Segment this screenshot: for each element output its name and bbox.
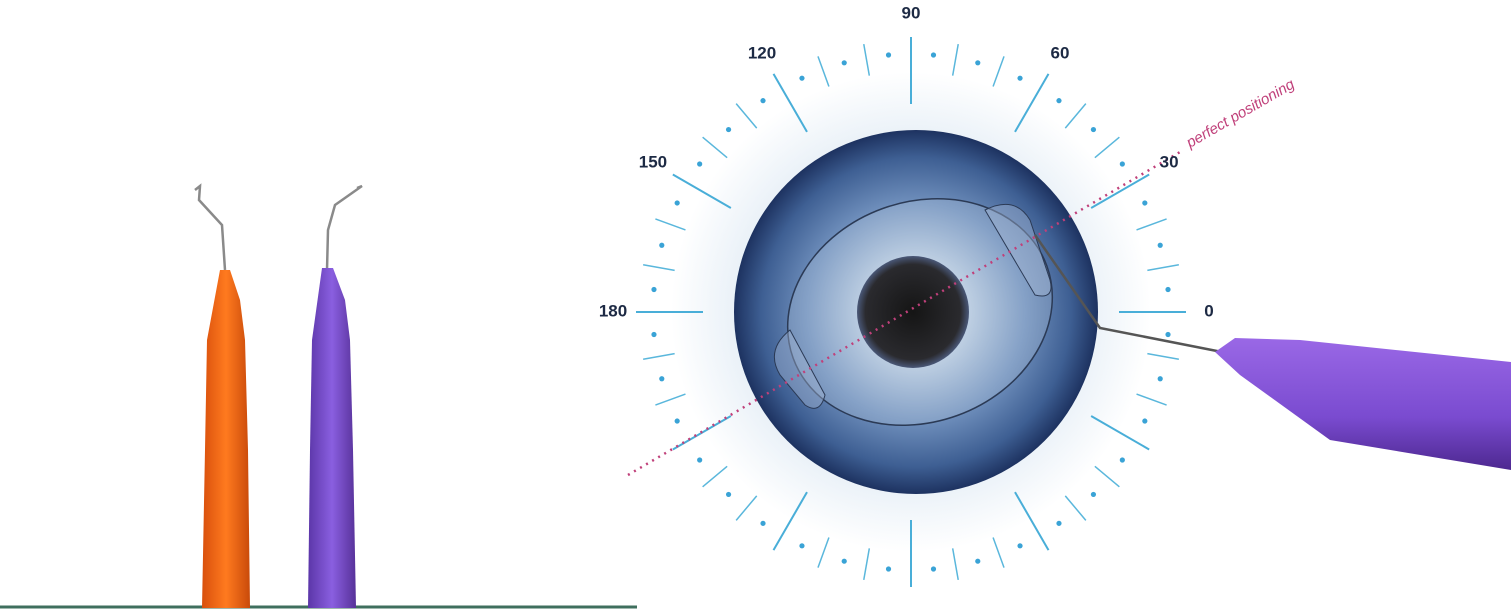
dial-dot bbox=[1119, 161, 1125, 167]
dial-dot bbox=[651, 331, 657, 338]
major-tick bbox=[1090, 415, 1150, 451]
dial-dot bbox=[930, 52, 937, 58]
dial-dot bbox=[697, 161, 703, 167]
dial-dot bbox=[659, 242, 665, 248]
minor-tick bbox=[951, 548, 959, 580]
dial-dot bbox=[725, 491, 732, 498]
dial-dot bbox=[1056, 520, 1062, 526]
minor-tick bbox=[1147, 352, 1179, 360]
dial-dot bbox=[1157, 376, 1163, 382]
dial-dot bbox=[1142, 200, 1148, 206]
dial-dot bbox=[1142, 418, 1148, 424]
angle-label: 60 bbox=[1051, 43, 1070, 62]
minor-tick bbox=[702, 465, 728, 488]
dial-dot bbox=[975, 60, 981, 66]
major-tick bbox=[772, 491, 808, 551]
dial-dot bbox=[1165, 331, 1171, 338]
dial-dot bbox=[1165, 286, 1171, 293]
dial-dot bbox=[697, 457, 703, 463]
minor-tick bbox=[817, 56, 830, 87]
minor-tick bbox=[643, 352, 675, 360]
dial-dot bbox=[799, 543, 805, 549]
dial-dot bbox=[1090, 491, 1097, 498]
minor-tick bbox=[951, 44, 959, 76]
minor-tick bbox=[702, 136, 728, 159]
minor-tick bbox=[643, 264, 675, 272]
major-tick bbox=[1014, 491, 1050, 551]
dial-dot bbox=[760, 520, 766, 526]
minor-tick bbox=[992, 537, 1005, 568]
angle-label: 120 bbox=[748, 43, 776, 62]
major-tick bbox=[672, 173, 732, 209]
dial-dot bbox=[841, 60, 847, 66]
minor-tick bbox=[1064, 103, 1087, 129]
major-tick bbox=[772, 73, 808, 133]
angle-label: 90 bbox=[902, 3, 921, 22]
angle-label: 30 bbox=[1160, 152, 1179, 171]
dial-dot bbox=[651, 286, 657, 293]
minor-tick bbox=[735, 103, 758, 129]
eye bbox=[627, 130, 1511, 494]
minor-tick bbox=[1064, 495, 1087, 521]
dial-dot bbox=[674, 200, 680, 206]
dial-dot bbox=[799, 75, 805, 81]
minor-tick bbox=[992, 56, 1005, 87]
minor-tick bbox=[735, 495, 758, 521]
minor-tick bbox=[863, 548, 871, 580]
minor-tick bbox=[1136, 218, 1167, 231]
dial-dot bbox=[975, 558, 981, 564]
dial-dot bbox=[760, 98, 766, 104]
dial-dot bbox=[1056, 98, 1062, 104]
dial-dot bbox=[841, 558, 847, 564]
major-tick bbox=[1014, 73, 1050, 133]
dial-dot bbox=[1017, 75, 1023, 81]
dial-dot bbox=[1157, 242, 1163, 248]
dial-dot bbox=[885, 566, 892, 572]
minor-tick bbox=[1094, 465, 1120, 488]
annotation: perfect positioning bbox=[1183, 76, 1298, 152]
angle-label: 180 bbox=[599, 301, 627, 320]
minor-tick bbox=[1094, 136, 1120, 159]
dial-dot bbox=[725, 126, 732, 133]
minor-tick bbox=[655, 393, 686, 406]
dial-dot bbox=[674, 418, 680, 424]
angle-label: 150 bbox=[639, 152, 667, 171]
minor-tick bbox=[817, 537, 830, 568]
minor-tick bbox=[1147, 264, 1179, 272]
dial-dot bbox=[1090, 126, 1097, 133]
dial-dot bbox=[1119, 457, 1125, 463]
minor-tick bbox=[863, 44, 871, 76]
dial-dot bbox=[659, 376, 665, 382]
instruments bbox=[0, 183, 637, 609]
major-tick bbox=[1090, 173, 1150, 209]
minor-tick bbox=[1136, 393, 1167, 406]
dial-dot bbox=[885, 52, 892, 58]
dial-dot bbox=[930, 566, 937, 572]
dial-dot bbox=[1017, 543, 1023, 549]
angle-label: 0 bbox=[1204, 301, 1213, 320]
minor-tick bbox=[655, 218, 686, 231]
